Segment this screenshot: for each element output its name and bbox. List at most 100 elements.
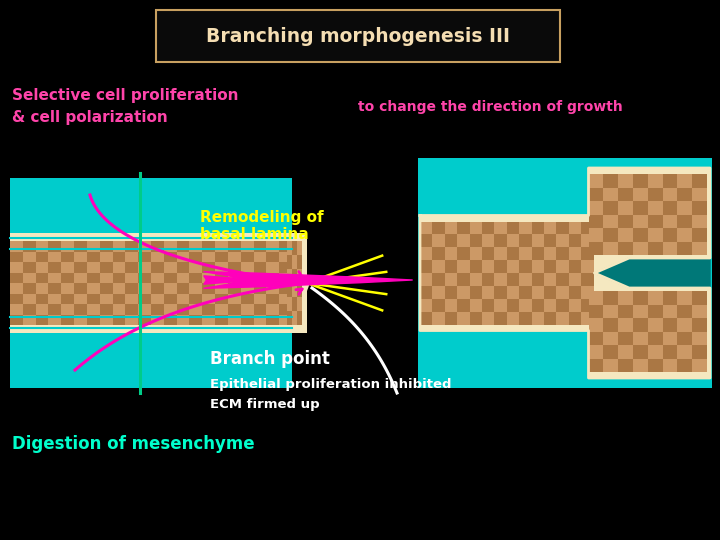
Bar <box>678 228 692 241</box>
Bar <box>138 273 151 283</box>
Bar <box>151 283 164 294</box>
Bar <box>215 241 228 252</box>
Bar <box>228 262 240 273</box>
Text: Branch point: Branch point <box>210 350 330 368</box>
Text: Digestion of mesenchyme: Digestion of mesenchyme <box>12 435 255 453</box>
Bar <box>581 247 593 260</box>
Bar <box>10 283 23 294</box>
Bar <box>519 234 531 247</box>
Bar <box>240 262 253 273</box>
Bar <box>253 262 266 273</box>
Bar <box>292 311 297 325</box>
Bar <box>420 273 433 286</box>
Bar <box>531 286 544 299</box>
FancyBboxPatch shape <box>156 10 560 62</box>
Bar <box>215 283 228 294</box>
Bar <box>202 241 215 252</box>
Bar <box>569 273 581 286</box>
Bar <box>457 273 469 286</box>
Bar <box>35 314 48 325</box>
Bar <box>228 273 240 283</box>
Bar <box>495 234 507 247</box>
Bar <box>482 299 495 312</box>
Bar <box>557 312 569 325</box>
Bar <box>445 273 457 286</box>
Bar <box>125 294 138 304</box>
Bar <box>469 312 482 325</box>
Bar <box>228 314 240 325</box>
Bar <box>48 262 61 273</box>
Bar <box>433 221 445 234</box>
Bar <box>692 305 707 318</box>
Bar <box>176 273 189 283</box>
Bar <box>618 174 633 187</box>
Bar <box>445 312 457 325</box>
Bar <box>35 283 48 294</box>
Bar <box>266 273 279 283</box>
Bar <box>74 304 87 314</box>
Bar <box>662 332 678 345</box>
Polygon shape <box>595 258 710 288</box>
Text: Remodeling of
basal lamina: Remodeling of basal lamina <box>200 210 323 242</box>
Bar <box>189 252 202 262</box>
Bar <box>23 283 35 294</box>
Bar <box>297 241 302 255</box>
Bar <box>557 221 569 234</box>
Bar <box>176 241 189 252</box>
Bar <box>164 283 176 294</box>
Bar <box>662 214 678 228</box>
Bar <box>202 252 215 262</box>
Bar <box>633 174 648 187</box>
Bar <box>215 294 228 304</box>
Bar <box>100 314 112 325</box>
Bar <box>112 241 125 252</box>
Bar <box>581 273 593 286</box>
Bar <box>87 252 100 262</box>
Bar <box>662 305 678 318</box>
Bar <box>495 273 507 286</box>
Bar <box>164 273 176 283</box>
Bar <box>603 305 618 318</box>
Bar <box>151 304 164 314</box>
Bar <box>588 174 603 187</box>
Bar <box>662 241 678 255</box>
Bar <box>603 332 618 345</box>
Bar <box>469 221 482 234</box>
Bar <box>603 228 618 241</box>
Bar <box>125 304 138 314</box>
Bar <box>633 345 648 359</box>
Bar <box>648 241 662 255</box>
Bar <box>48 273 61 283</box>
Bar <box>240 283 253 294</box>
Bar <box>279 283 292 294</box>
Bar <box>266 304 279 314</box>
Bar <box>176 294 189 304</box>
Bar <box>445 234 457 247</box>
Bar <box>253 283 266 294</box>
Bar <box>138 304 151 314</box>
Bar <box>588 305 603 318</box>
Bar <box>87 304 100 314</box>
Bar <box>176 314 189 325</box>
Bar <box>544 221 557 234</box>
Bar <box>662 345 678 359</box>
Bar <box>662 318 678 332</box>
Bar <box>495 247 507 260</box>
Bar <box>138 262 151 273</box>
Bar <box>633 187 648 201</box>
Bar <box>662 228 678 241</box>
Bar <box>588 187 603 201</box>
Bar <box>266 283 279 294</box>
Bar <box>692 318 707 332</box>
Bar <box>35 304 48 314</box>
Bar <box>23 314 35 325</box>
Bar <box>618 201 633 214</box>
Bar <box>297 255 302 269</box>
Bar <box>10 294 23 304</box>
Bar <box>100 304 112 314</box>
Bar <box>581 260 593 273</box>
Bar <box>603 291 618 305</box>
Bar <box>74 273 87 283</box>
Bar <box>240 304 253 314</box>
Bar <box>418 158 712 168</box>
